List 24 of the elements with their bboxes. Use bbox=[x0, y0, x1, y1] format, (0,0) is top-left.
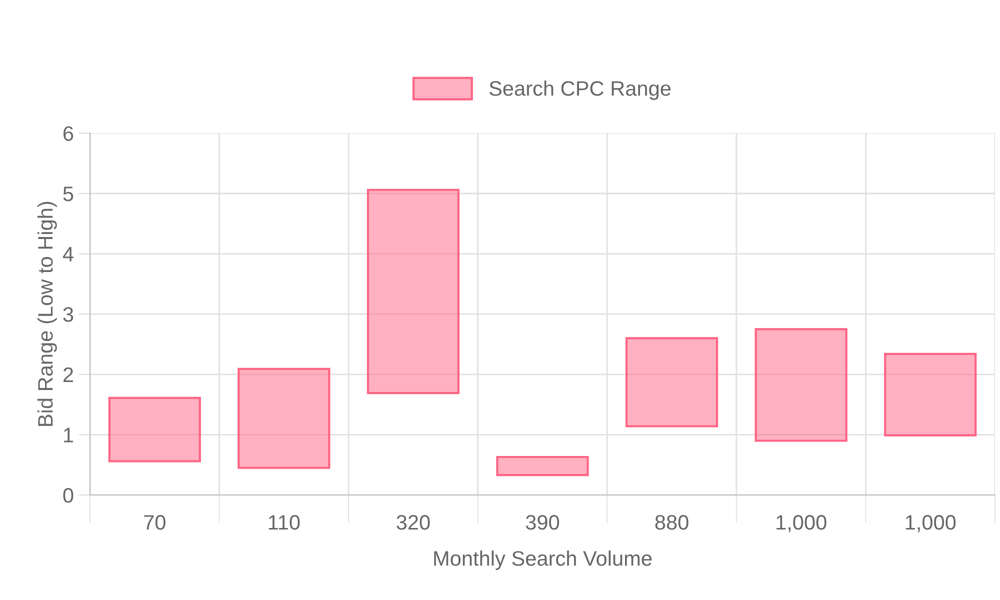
bar bbox=[366, 188, 460, 394]
x-tick-label: 880 bbox=[655, 514, 688, 530]
bar bbox=[754, 328, 848, 442]
x-tick-label: 320 bbox=[396, 514, 430, 530]
x-tick-label: 1,000 bbox=[906, 514, 956, 532]
x-tick-label: 390 bbox=[526, 514, 560, 530]
x-tick-label: 1,000 bbox=[776, 514, 826, 532]
bar bbox=[238, 368, 330, 469]
y-tick-label: 2 bbox=[63, 367, 73, 382]
x-axis-title: Monthly Search Volume bbox=[434, 550, 652, 570]
x-tick-label: 70 bbox=[144, 514, 166, 530]
y-axis-title: Bid Range (Low to High) bbox=[37, 202, 57, 426]
y-tick-label: 6 bbox=[64, 126, 74, 141]
y-tick-label: 5 bbox=[63, 186, 74, 202]
y-tick-label: 3 bbox=[63, 307, 74, 322]
bar bbox=[496, 456, 589, 476]
bar bbox=[884, 352, 977, 436]
legend-label: Search CPC Range bbox=[489, 80, 671, 100]
y-tick-label: 4 bbox=[62, 247, 74, 262]
y-tick-label: 1 bbox=[64, 428, 74, 442]
bar bbox=[108, 396, 201, 462]
x-tick-label: 110 bbox=[268, 514, 300, 530]
bar bbox=[625, 337, 718, 428]
y-tick-label: 0 bbox=[63, 488, 74, 503]
